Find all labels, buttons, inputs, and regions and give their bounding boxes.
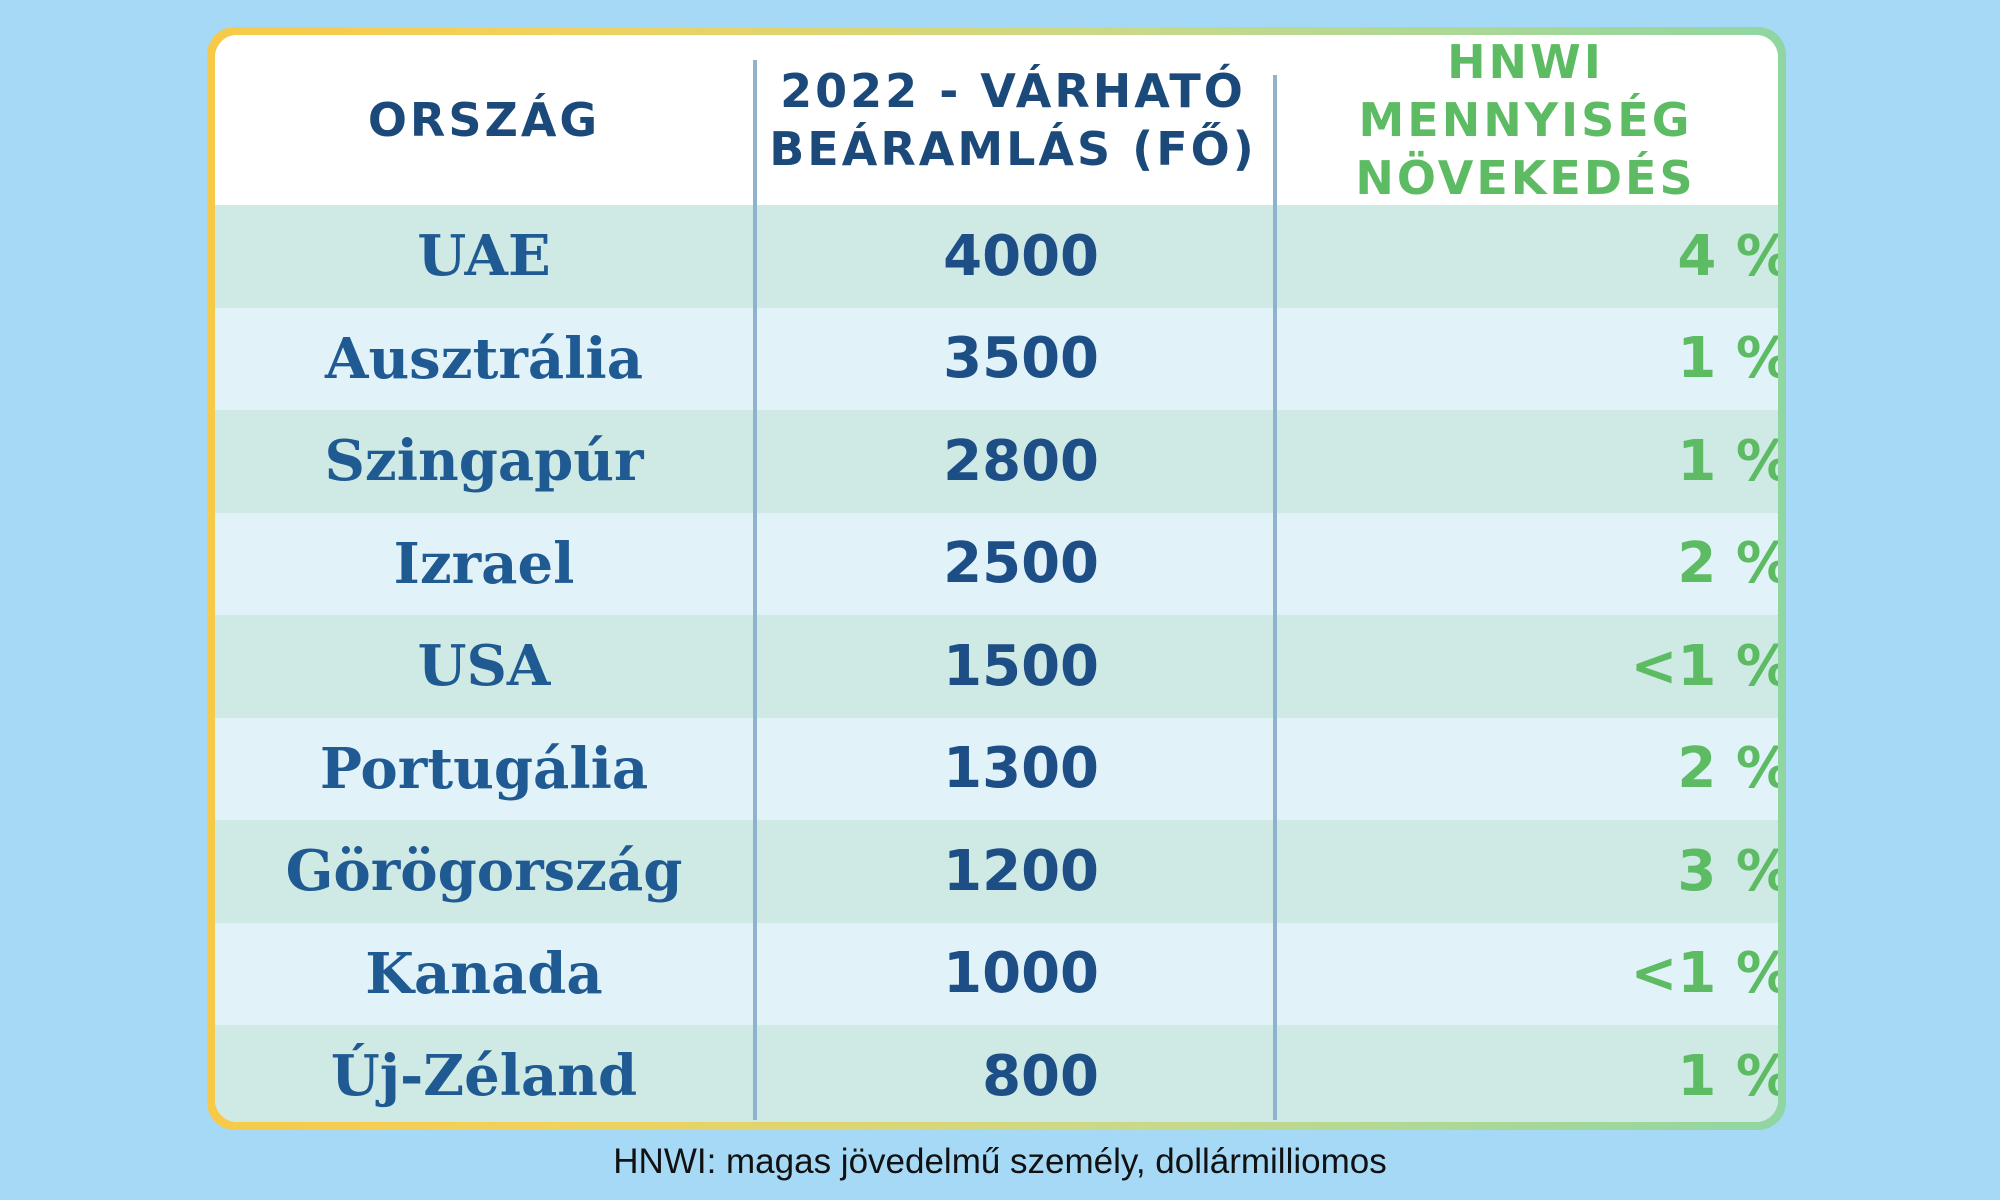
growth-cell: 1 % (1677, 326, 1778, 392)
country-cell: Ausztrália (325, 325, 643, 392)
country-cell: Portugália (319, 735, 649, 802)
inflow-cell: 4000 (943, 223, 1099, 289)
inflow-cell: 1500 (943, 633, 1099, 699)
column-divider (753, 60, 757, 1120)
growth-cell: <1 % (1630, 941, 1779, 1007)
country-cell: USA (417, 633, 551, 700)
table-row: Portugália 1300 2 % (215, 717, 1778, 820)
table-body: ORSZÁG 2022 - VÁRHATÓ BEÁRAMLÁS (FŐ) HNW… (215, 35, 1778, 1122)
table-row: Kanada 1000 <1 % (215, 922, 1779, 1025)
growth-cell: 3 % (1677, 838, 1778, 904)
column-divider (1273, 75, 1277, 1120)
country-cell: Izrael (393, 530, 575, 597)
header-growth: HNWI MENNYISÉG NÖVEKEDÉS (1355, 35, 1696, 205)
table-row: Görögország 1200 3 % (215, 820, 1778, 923)
footnote: HNWI: magas jövedelmű személy, dollármil… (613, 1142, 1387, 1181)
country-cell: Kanada (365, 940, 603, 1007)
growth-cell: <1 % (1630, 633, 1779, 699)
growth-cell: 4 % (1677, 223, 1778, 289)
inflow-cell: 800 (982, 1043, 1099, 1109)
inflow-cell: 1000 (943, 941, 1099, 1007)
country-cell: UAE (417, 223, 551, 290)
table-row: Szingapúr 2800 1 % (215, 410, 1778, 513)
growth-cell: 2 % (1677, 736, 1778, 802)
country-cell: Szingapúr (324, 428, 644, 495)
country-cell: Görögország (285, 838, 683, 905)
country-cell: Új-Zéland (330, 1043, 638, 1110)
growth-cell: 1 % (1677, 1043, 1778, 1109)
table-header-row: ORSZÁG 2022 - VÁRHATÓ BEÁRAMLÁS (FŐ) HNW… (215, 35, 1778, 205)
table-row: Ausztrália 3500 1 % (215, 307, 1778, 410)
growth-cell: 1 % (1677, 428, 1778, 494)
table-row: USA 1500 <1 % (215, 615, 1778, 718)
inflow-cell: 2500 (943, 531, 1099, 597)
header-inflow: 2022 - VÁRHATÓ BEÁRAMLÁS (FŐ) (769, 64, 1257, 176)
header-country: ORSZÁG (367, 93, 601, 147)
hnwi-table: ORSZÁG 2022 - VÁRHATÓ BEÁRAMLÁS (FŐ) HNW… (207, 27, 1786, 1130)
inflow-cell: 1200 (943, 838, 1099, 904)
table-row: Izrael 2500 2 % (215, 512, 1778, 615)
inflow-cell: 1300 (943, 736, 1099, 802)
growth-cell: 2 % (1677, 531, 1778, 597)
table-rows: UAE 4000 4 % Ausztrália 3500 1 % Szingap… (215, 205, 1778, 1122)
table-row: UAE 4000 4 % (215, 205, 1778, 308)
inflow-cell: 3500 (943, 326, 1099, 392)
table-row: Új-Zéland 800 1 % (215, 1025, 1778, 1122)
inflow-cell: 2800 (943, 428, 1099, 494)
